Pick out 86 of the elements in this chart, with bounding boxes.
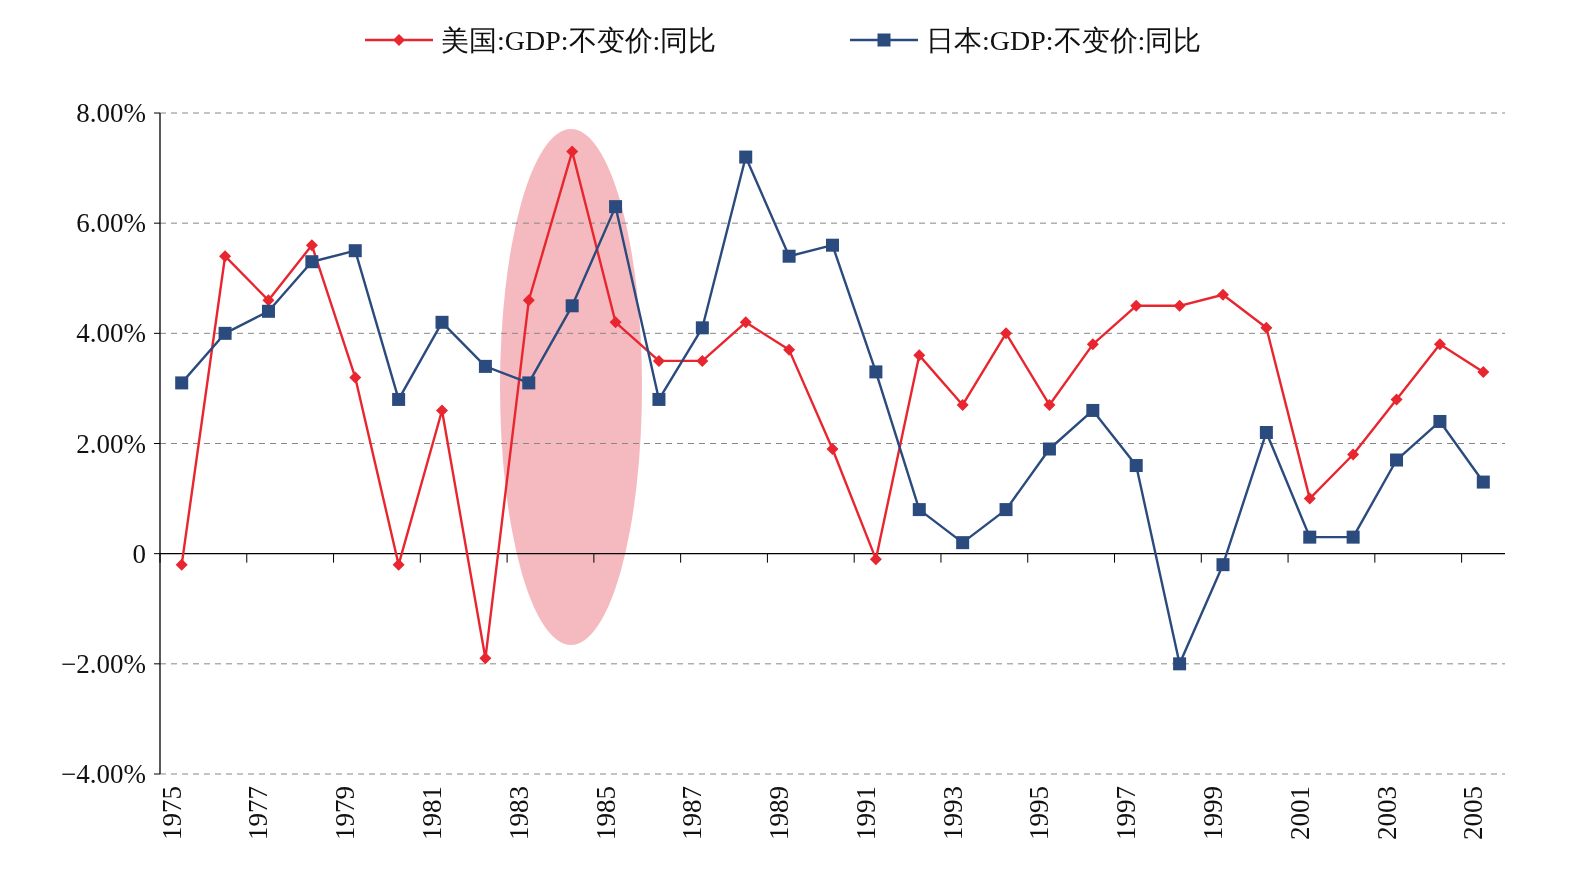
x-tick-label: 1987 — [677, 786, 708, 840]
point — [522, 376, 536, 390]
point — [1042, 442, 1056, 456]
point — [479, 652, 492, 665]
point — [739, 316, 752, 329]
point — [826, 443, 839, 456]
x-tick-label: 1993 — [937, 786, 968, 840]
x-tick-label: 1991 — [850, 786, 881, 840]
point — [1260, 321, 1273, 334]
y-tick-label: 0 — [132, 538, 146, 569]
x-tick-label: 1997 — [1111, 786, 1142, 840]
x-tick-label: 2001 — [1284, 786, 1315, 840]
point — [261, 304, 275, 318]
x-tick-label: 1977 — [243, 786, 274, 840]
point — [478, 359, 492, 373]
point — [175, 376, 189, 390]
point — [782, 249, 796, 263]
x-tick-label: 1995 — [1024, 786, 1055, 840]
point — [305, 239, 318, 252]
point — [435, 315, 449, 329]
point — [826, 238, 839, 252]
point — [219, 250, 232, 263]
point — [869, 365, 883, 379]
x-tick-label: 1985 — [590, 786, 621, 840]
point — [392, 558, 405, 571]
y-tick-label: −2.00% — [61, 648, 146, 679]
point — [695, 321, 709, 335]
point — [956, 536, 970, 550]
point — [522, 294, 535, 307]
point — [1129, 459, 1143, 473]
point — [565, 299, 579, 313]
point — [1130, 299, 1143, 312]
point — [1347, 448, 1360, 461]
point — [652, 354, 665, 367]
point — [1000, 327, 1013, 340]
point — [1303, 492, 1316, 505]
point — [175, 558, 188, 571]
x-tick-label: 1981 — [417, 786, 448, 840]
point — [1346, 530, 1360, 544]
y-tick-label: 6.00% — [76, 208, 146, 239]
point — [652, 392, 666, 406]
point — [1433, 338, 1446, 351]
point — [436, 404, 449, 417]
point — [739, 150, 753, 164]
point — [305, 255, 319, 269]
point — [1476, 475, 1490, 489]
point — [218, 326, 232, 340]
x-tick-label: 1979 — [330, 786, 361, 840]
point — [1173, 299, 1186, 312]
point — [1216, 288, 1229, 301]
point — [1433, 414, 1447, 428]
point — [1173, 657, 1187, 671]
point — [609, 200, 623, 214]
point — [912, 503, 926, 517]
point — [566, 145, 579, 158]
point — [609, 316, 622, 329]
point — [1477, 365, 1490, 378]
point — [999, 503, 1013, 517]
y-tick-label: 4.00% — [76, 318, 146, 349]
x-tick-label: 1989 — [764, 786, 795, 840]
x-tick-label: 1983 — [503, 786, 534, 840]
point — [349, 371, 362, 384]
x-tick-label: 2005 — [1458, 786, 1489, 840]
point — [956, 398, 969, 411]
point — [1086, 403, 1100, 417]
point — [1390, 453, 1404, 467]
y-tick-label: 2.00% — [76, 428, 146, 459]
point — [869, 553, 882, 566]
legend-label: 美国:GDP:不变价:同比 — [441, 25, 717, 56]
y-tick-label: −4.00% — [61, 759, 146, 789]
point — [1303, 530, 1317, 544]
y-tick-label: 8.00% — [76, 98, 146, 128]
point — [1086, 338, 1099, 351]
x-tick-label: 1975 — [156, 786, 187, 840]
point — [1259, 425, 1273, 439]
x-tick-label: 2003 — [1371, 786, 1402, 840]
point — [1390, 393, 1403, 406]
point — [392, 392, 406, 406]
point — [696, 354, 709, 367]
point — [1216, 558, 1230, 572]
legend-label: 日本:GDP:不变价:同比 — [926, 25, 1202, 56]
x-tick-label: 1999 — [1197, 786, 1228, 840]
point — [783, 343, 796, 356]
point — [1043, 398, 1056, 411]
point — [348, 244, 362, 258]
point — [913, 349, 926, 362]
